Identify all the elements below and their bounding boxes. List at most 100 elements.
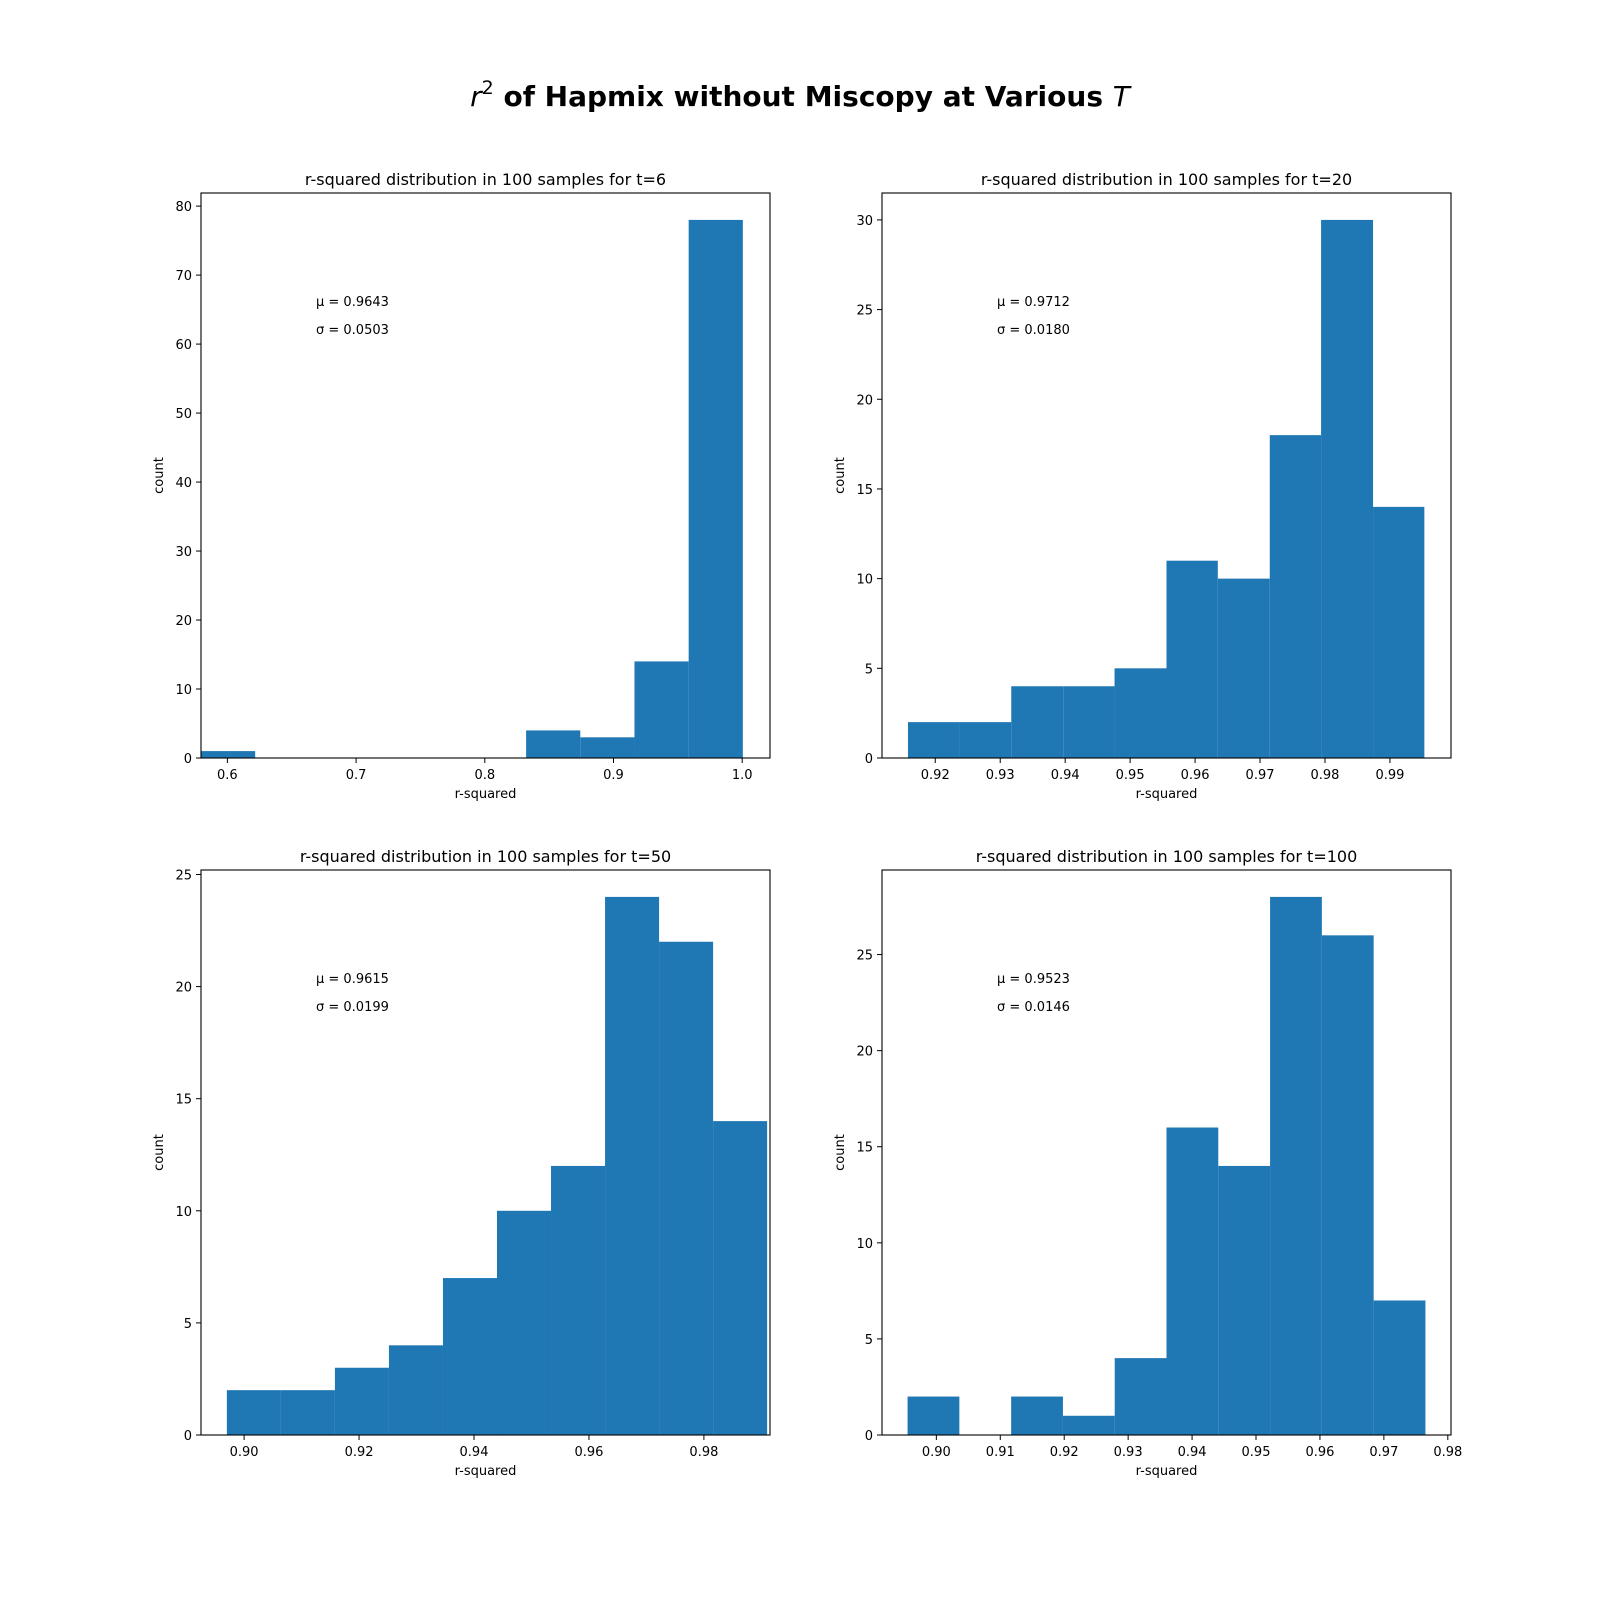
- axes-frame: [200, 869, 771, 1436]
- y-tick-label: 20: [856, 1045, 873, 1060]
- y-tick-label: 20: [856, 393, 873, 408]
- histogram-bar: [1062, 1415, 1115, 1435]
- y-tick-label: 20: [175, 614, 192, 629]
- figure-title-t: T: [1113, 80, 1132, 113]
- x-tick-label: 0.96: [574, 1445, 603, 1460]
- y-tick-label: 10: [856, 1237, 873, 1252]
- histogram-bar: [907, 722, 960, 758]
- histogram-bar: [226, 1390, 281, 1435]
- y-tick-label: 0: [865, 752, 873, 767]
- x-axis-label: r-squared: [455, 1464, 517, 1479]
- histogram-bar: [1166, 560, 1218, 758]
- x-tick-label: 0.97: [1369, 1445, 1398, 1460]
- histogram-bar: [1114, 1358, 1167, 1435]
- y-tick-label: 25: [856, 304, 873, 319]
- subplot-title: r-squared distribution in 100 samples fo…: [976, 847, 1358, 866]
- x-axis-label: r-squared: [1136, 1464, 1198, 1479]
- x-tick-label: 0.90: [922, 1445, 951, 1460]
- std-annotation: σ = 0.0146: [997, 1000, 1070, 1015]
- figure-title-variable: r: [470, 80, 483, 113]
- mean-annotation: μ = 0.9643: [316, 295, 389, 310]
- histogram-bar: [634, 661, 689, 758]
- y-tick-label: 0: [865, 1429, 873, 1444]
- mean-annotation: μ = 0.9712: [997, 295, 1070, 310]
- histogram-bar: [526, 730, 581, 758]
- x-tick-label: 0.96: [1181, 768, 1210, 783]
- histogram-bar: [1218, 1165, 1271, 1435]
- y-tick-label: 25: [856, 949, 873, 964]
- x-tick-label: 0.96: [1305, 1445, 1334, 1460]
- x-tick-label: 0.92: [1050, 1445, 1079, 1460]
- histogram-bar: [659, 941, 714, 1435]
- histogram-bar: [1373, 506, 1425, 758]
- y-tick-label: 40: [175, 476, 192, 491]
- y-tick-label: 20: [175, 981, 192, 996]
- y-tick-label: 5: [184, 1317, 192, 1332]
- y-axis-label: count: [833, 1134, 848, 1171]
- y-tick-label: 60: [175, 338, 192, 353]
- std-annotation: σ = 0.0180: [997, 323, 1070, 338]
- histogram-bar: [496, 1210, 552, 1435]
- axes-frame: [881, 869, 1452, 1436]
- histogram-bar: [201, 751, 256, 758]
- x-tick-label: 0.94: [1051, 768, 1080, 783]
- histogram-bar: [442, 1278, 497, 1435]
- histogram-bar: [605, 896, 660, 1435]
- x-tick-label: 0.8: [474, 768, 495, 783]
- subplot-2: 0.92 0.93 0.94 0.95 0.96 0.97 0.98 0.99 0 5 10 15 20…: [833, 170, 1452, 802]
- x-tick-label: 0.91: [986, 1445, 1015, 1460]
- x-tick-label: 0.95: [1116, 768, 1145, 783]
- subplot-4: 0.90 0.91 0.92 0.93 0.94 0.95 0.96 0.97 0.98 0 5 10…: [833, 847, 1462, 1479]
- histogram-bar: [1217, 578, 1270, 758]
- x-tick-label: 0.99: [1375, 768, 1404, 783]
- histogram-bar: [280, 1390, 335, 1435]
- histogram-bar: [1321, 935, 1374, 1435]
- x-tick-label: 0.94: [1178, 1445, 1207, 1460]
- y-tick-label: 30: [856, 214, 873, 229]
- x-tick-label: 0.93: [1114, 1445, 1143, 1460]
- x-tick-label: 0.90: [230, 1445, 259, 1460]
- x-tick-label: 0.97: [1246, 768, 1275, 783]
- histogram-bar: [1114, 668, 1167, 758]
- y-tick-label: 0: [184, 1429, 192, 1444]
- y-axis-label: count: [152, 457, 167, 494]
- figure-title: r2 of Hapmix without Miscopy at Various …: [470, 77, 1132, 113]
- histogram-bar: [580, 737, 635, 758]
- x-tick-label: 0.7: [346, 768, 367, 783]
- histogram-bar: [959, 722, 1012, 758]
- x-tick-label: 0.92: [921, 768, 950, 783]
- y-tick-label: 25: [175, 868, 192, 883]
- subplot-3: 0.90 0.92 0.94 0.96 0.98 0 5 10 15 20 25 r-squared …: [152, 847, 771, 1479]
- x-tick-label: 0.9: [603, 768, 624, 783]
- subplot-title: r-squared distribution in 100 samples fo…: [981, 170, 1352, 189]
- x-axis-label: r-squared: [455, 787, 517, 802]
- histogram-bar: [334, 1367, 389, 1435]
- y-tick-label: 15: [856, 483, 873, 498]
- histogram-bar: [907, 1396, 960, 1435]
- histogram-bar: [713, 1121, 768, 1435]
- y-tick-label: 15: [856, 1141, 873, 1156]
- y-axis-label: count: [152, 1134, 167, 1171]
- subplot-title: r-squared distribution in 100 samples fo…: [300, 847, 671, 866]
- x-tick-label: 0.93: [986, 768, 1015, 783]
- axes-frame: [881, 192, 1452, 759]
- y-tick-label: 80: [175, 200, 192, 215]
- x-tick-label: 0.92: [345, 1445, 374, 1460]
- y-axis-label: count: [833, 457, 848, 494]
- mean-annotation: μ = 0.9615: [316, 972, 389, 987]
- subplot-title: r-squared distribution in 100 samples fo…: [305, 170, 666, 189]
- y-tick-label: 70: [175, 269, 192, 284]
- y-tick-label: 5: [865, 662, 873, 677]
- x-tick-label: 0.6: [217, 768, 238, 783]
- subplots-container: 0.6 0.7 0.8 0.9 1.001020304050607080r-square…: [152, 170, 1462, 1479]
- histogram-bar: [688, 219, 743, 758]
- histogram-bar: [1063, 686, 1115, 758]
- histogram-bar: [1011, 1396, 1063, 1435]
- subplot-1: 0.6 0.7 0.8 0.9 1.0 0 10 20 30 40 50 60 70 80 r-square…: [152, 170, 771, 802]
- histogram-bar: [1011, 686, 1064, 758]
- histogram-bar: [1321, 219, 1374, 758]
- axes-frame: [200, 192, 771, 759]
- histogram-bar: [1373, 1300, 1426, 1435]
- y-tick-label: 10: [856, 573, 873, 588]
- y-tick-label: 15: [175, 1093, 192, 1108]
